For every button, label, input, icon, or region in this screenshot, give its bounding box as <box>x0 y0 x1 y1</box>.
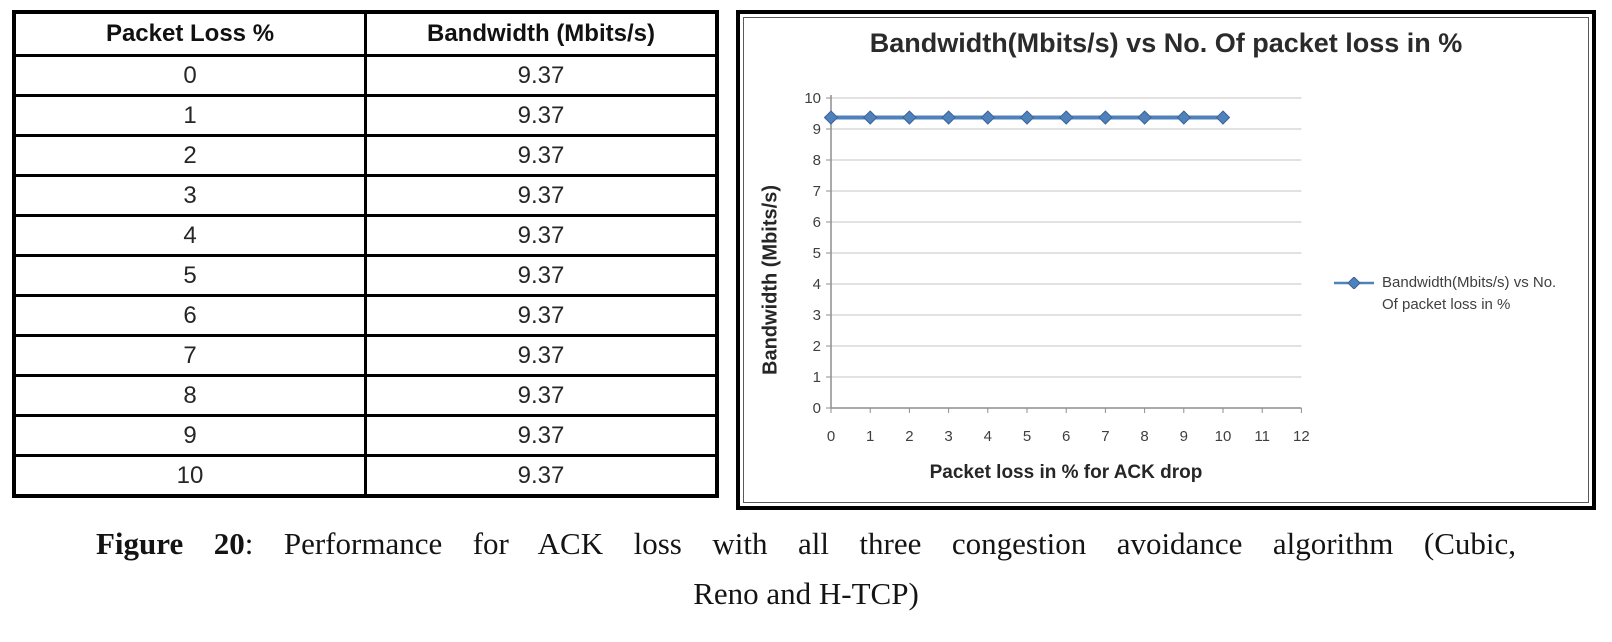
svg-text:0: 0 <box>813 400 821 417</box>
legend-marker-icon <box>1334 277 1374 289</box>
table-row: 8 9.37 <box>12 374 719 417</box>
svg-text:9: 9 <box>1180 428 1188 445</box>
table-header-bandwidth: Bandwidth (Mbits/s) <box>364 10 719 57</box>
svg-text:1: 1 <box>813 369 821 386</box>
table-body: 0 9.37 1 9.37 2 9.37 3 9.37 4 9.37 5 9.37 6 9.37 7 9.37… <box>12 54 719 498</box>
data-point-marker <box>1098 110 1113 125</box>
data-point-marker <box>1215 110 1231 125</box>
table-row: 10 9.37 <box>12 454 719 498</box>
svg-text:0: 0 <box>827 428 835 445</box>
packet-loss-table: Packet Loss % Bandwidth (Mbits/s) 0 9.37 1… <box>12 10 719 498</box>
table-header-packet-loss: Packet Loss % <box>12 10 367 57</box>
svg-text:8: 8 <box>813 152 821 169</box>
svg-text:12: 12 <box>1293 428 1310 445</box>
table-cell: 9.37 <box>364 54 719 97</box>
chart-title: Bandwidth(Mbits/s) vs No. Of packet loss… <box>869 28 1463 58</box>
table-cell: 9.37 <box>364 334 719 377</box>
figure-content: Packet Loss % Bandwidth (Mbits/s) 0 9.37 1… <box>12 10 1596 510</box>
table-cell: 7 <box>12 334 367 377</box>
table-header-row: Packet Loss % Bandwidth (Mbits/s) <box>12 10 719 57</box>
table-row: 1 9.37 <box>12 94 719 137</box>
table-cell: 9.37 <box>364 134 719 177</box>
svg-text:10: 10 <box>804 90 821 107</box>
chart-legend: Bandwidth(Mbits/s) vs No. Of packet loss… <box>1334 272 1566 316</box>
caption-figure-number: Figure 20 <box>96 526 245 561</box>
svg-text:4: 4 <box>813 276 821 293</box>
table-cell: 9.37 <box>364 294 719 337</box>
table-row: 5 9.37 <box>12 254 719 297</box>
y-axis-title: Bandwidth (Mbits/s) <box>759 185 782 375</box>
svg-text:7: 7 <box>1101 428 1109 445</box>
svg-text:4: 4 <box>984 428 992 445</box>
bandwidth-chart-panel: Bandwidth(Mbits/s) vs No. Of packet loss… <box>736 10 1596 510</box>
caption-line-1: Figure 20: Performance for ACK loss with… <box>96 526 1516 562</box>
table-cell: 9.37 <box>364 174 719 217</box>
table-cell: 9.37 <box>364 94 719 137</box>
svg-text:3: 3 <box>813 307 821 324</box>
svg-text:2: 2 <box>813 338 821 355</box>
svg-text:5: 5 <box>813 245 821 262</box>
data-point-marker <box>823 110 839 125</box>
table-cell: 9.37 <box>364 454 719 498</box>
table-cell: 0 <box>12 54 367 97</box>
legend-label: Bandwidth(Mbits/s) vs No. Of packet loss… <box>1382 274 1557 313</box>
caption-text: : Performance for ACK loss with all thre… <box>244 526 1516 561</box>
table-cell: 9.37 <box>364 214 719 257</box>
table-cell: 1 <box>12 94 367 137</box>
data-point-marker <box>1176 110 1192 125</box>
data-point-marker <box>1058 110 1074 125</box>
data-point-marker <box>1137 110 1152 125</box>
table-row: 9 9.37 <box>12 414 719 457</box>
table-cell: 5 <box>12 254 367 297</box>
caption-line-2: Reno and H-TCP) <box>693 576 919 611</box>
table-cell: 9.37 <box>364 254 719 297</box>
table-cell: 4 <box>12 214 367 257</box>
data-point-marker <box>1019 110 1035 125</box>
data-point-marker <box>980 110 996 125</box>
svg-text:8: 8 <box>1140 428 1148 445</box>
table-row: 0 9.37 <box>12 54 719 97</box>
table-cell: 10 <box>12 454 367 498</box>
data-point-marker <box>862 110 878 125</box>
table-row: 4 9.37 <box>12 214 719 257</box>
svg-text:9: 9 <box>813 121 821 138</box>
table-cell: 3 <box>12 174 367 217</box>
x-axis-title: Packet loss in % for ACK drop <box>929 462 1203 483</box>
table-cell: 2 <box>12 134 367 177</box>
table-row: 3 9.37 <box>12 174 719 217</box>
table-cell: 9 <box>12 414 367 457</box>
table-head: Packet Loss % Bandwidth (Mbits/s) <box>12 10 719 57</box>
svg-text:11: 11 <box>1254 428 1270 445</box>
data-point-marker <box>902 110 917 125</box>
chart-area: Bandwidth(Mbits/s) vs No. Of packet loss… <box>743 17 1589 503</box>
table-cell: 9.37 <box>364 374 719 417</box>
svg-text:2: 2 <box>905 428 913 445</box>
table-row: 7 9.37 <box>12 334 719 377</box>
svg-text:6: 6 <box>1062 428 1070 445</box>
svg-text:7: 7 <box>813 183 821 200</box>
figure-caption: Figure 20: Performance for ACK loss with… <box>96 526 1516 612</box>
svg-text:5: 5 <box>1023 428 1031 445</box>
table-cell: 8 <box>12 374 367 417</box>
svg-text:3: 3 <box>944 428 952 445</box>
table-cell: 9.37 <box>364 414 719 457</box>
svg-text:10: 10 <box>1215 428 1232 445</box>
svg-text:6: 6 <box>813 214 821 231</box>
table-row: 6 9.37 <box>12 294 719 337</box>
data-point-marker <box>941 110 956 125</box>
svg-text:1: 1 <box>866 428 874 445</box>
table-row: 2 9.37 <box>12 134 719 177</box>
table-cell: 6 <box>12 294 367 337</box>
